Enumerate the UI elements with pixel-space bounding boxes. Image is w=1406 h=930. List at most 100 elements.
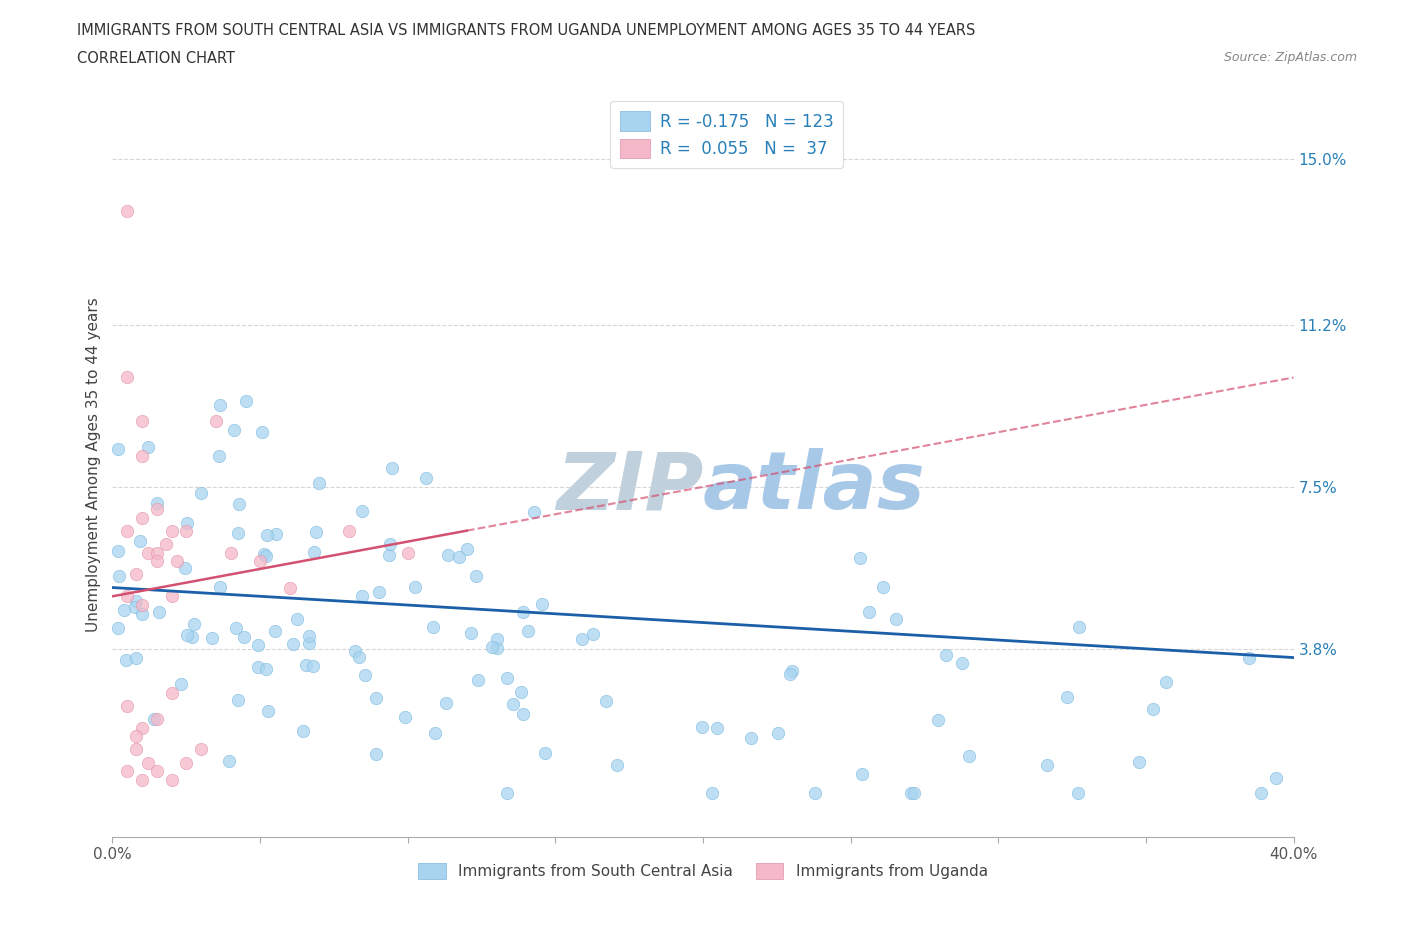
Point <box>780 663 803 678</box>
Point <box>264 623 287 638</box>
Point <box>364 747 387 762</box>
Point <box>131 773 153 788</box>
Point <box>247 638 270 653</box>
Point <box>107 568 129 583</box>
Point <box>190 742 212 757</box>
Point <box>1128 754 1150 769</box>
Point <box>422 619 444 634</box>
Point <box>447 550 470 565</box>
Point <box>146 496 169 511</box>
Point <box>1056 689 1078 704</box>
Point <box>512 605 534 620</box>
Point <box>350 504 373 519</box>
Point <box>125 567 148 582</box>
Point <box>146 764 169 778</box>
Point <box>523 505 546 520</box>
Point <box>690 720 713 735</box>
Point <box>481 639 503 654</box>
Point <box>190 485 212 500</box>
Point <box>176 627 198 642</box>
Point <box>114 653 136 668</box>
Point <box>112 603 135 618</box>
Point <box>437 547 460 562</box>
Point <box>235 394 257 409</box>
Point <box>219 545 242 560</box>
Point <box>884 612 907 627</box>
Point <box>176 516 198 531</box>
Point <box>107 620 129 635</box>
Point <box>155 537 177 551</box>
Point <box>702 786 724 801</box>
Point <box>305 525 328 539</box>
Point <box>366 691 388 706</box>
Point <box>456 541 478 556</box>
Point <box>415 471 437 485</box>
Point <box>1250 786 1272 801</box>
Point <box>253 547 276 562</box>
Point <box>228 497 250 512</box>
Point <box>254 549 277 564</box>
Point <box>136 439 159 454</box>
Point <box>160 773 183 788</box>
Point <box>291 724 314 738</box>
Point <box>125 593 148 608</box>
Point <box>174 524 197 538</box>
Point <box>218 753 240 768</box>
Point <box>226 525 249 540</box>
Point <box>285 612 308 627</box>
Point <box>281 636 304 651</box>
Point <box>208 449 231 464</box>
Point <box>107 544 129 559</box>
Point <box>205 414 228 429</box>
Point <box>349 650 371 665</box>
Point <box>264 526 287 541</box>
Point <box>166 554 188 569</box>
Point <box>117 524 138 538</box>
Point <box>160 524 183 538</box>
Point <box>858 604 880 619</box>
Point <box>131 606 153 621</box>
Point <box>250 425 273 440</box>
Point <box>225 620 247 635</box>
Point <box>957 749 980 764</box>
Point <box>381 460 404 475</box>
Point <box>131 598 153 613</box>
Point <box>1142 702 1164 717</box>
Point <box>222 422 245 437</box>
Point <box>278 580 301 595</box>
Point <box>124 651 146 666</box>
Point <box>131 720 153 735</box>
Point <box>766 725 789 740</box>
Text: IMMIGRANTS FROM SOUTH CENTRAL ASIA VS IMMIGRANTS FROM UGANDA UNEMPLOYMENT AMONG : IMMIGRANTS FROM SOUTH CENTRAL ASIA VS IM… <box>77 23 976 38</box>
Point <box>131 510 153 525</box>
Point <box>367 584 389 599</box>
Point <box>143 711 166 726</box>
Point <box>125 729 148 744</box>
Point <box>396 545 419 560</box>
Point <box>295 658 318 673</box>
Point <box>298 629 321 644</box>
Point <box>146 545 169 560</box>
Point <box>378 537 401 551</box>
Point <box>131 414 153 429</box>
Point <box>117 370 138 385</box>
Point <box>502 697 524 711</box>
Point <box>208 579 231 594</box>
Y-axis label: Unemployment Among Ages 35 to 44 years: Unemployment Among Ages 35 to 44 years <box>86 298 101 632</box>
Point <box>900 786 922 801</box>
Point <box>200 631 222 645</box>
Text: atlas: atlas <box>703 448 925 526</box>
Point <box>581 627 603 642</box>
Point <box>434 695 457 710</box>
Point <box>308 475 330 490</box>
Point <box>232 630 254 644</box>
Point <box>247 659 270 674</box>
Legend: Immigrants from South Central Asia, Immigrants from Uganda: Immigrants from South Central Asia, Immi… <box>412 857 994 885</box>
Point <box>952 655 974 670</box>
Point <box>302 544 325 559</box>
Point <box>146 501 169 516</box>
Point <box>174 561 197 576</box>
Point <box>510 684 533 699</box>
Point <box>485 641 508 656</box>
Point <box>1264 770 1286 785</box>
